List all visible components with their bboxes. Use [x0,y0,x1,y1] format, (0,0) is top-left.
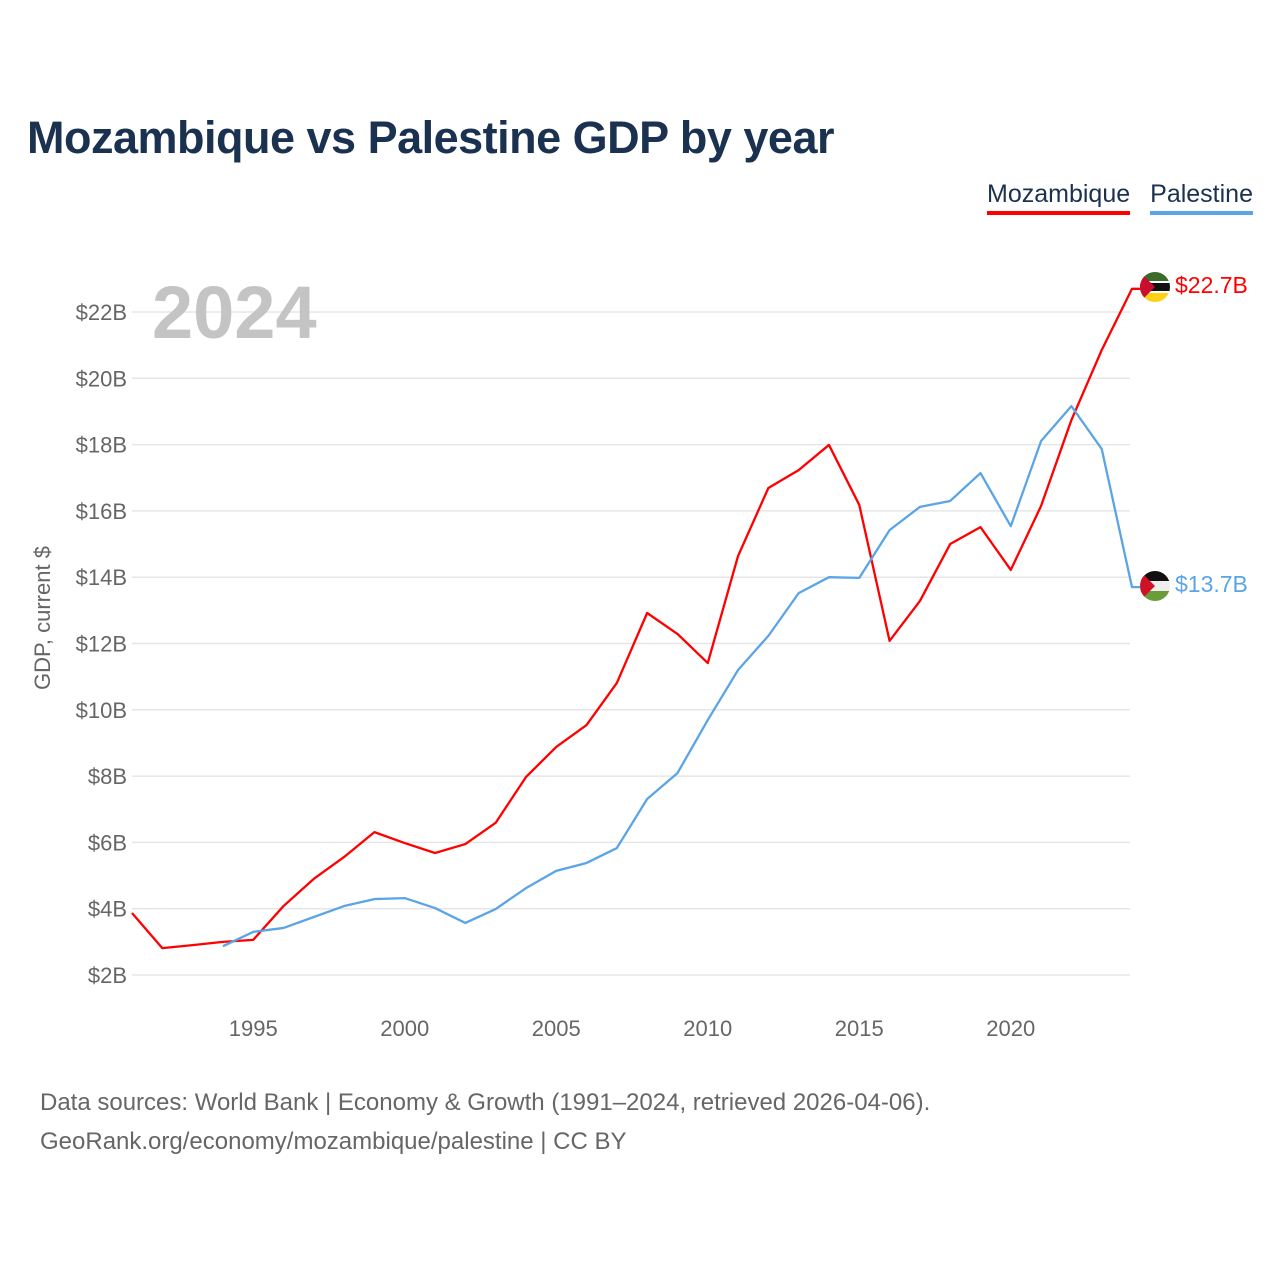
footer: Data sources: World Bank | Economy & Gro… [40,1083,930,1161]
y-tick-label: $18B [76,433,127,458]
end-label-palestine: $13.7B [1175,571,1248,597]
y-tick-label: $6B [88,830,127,855]
legend-mozambique[interactable]: Mozambique [987,180,1131,215]
y-tick-label: $2B [88,963,127,988]
x-tick-label: 1995 [229,1016,278,1041]
series-line-mozambique [131,287,1140,950]
legend-palestine[interactable]: Palestine [1150,180,1253,215]
y-axis-label: GDP, current $ [30,546,55,690]
x-tick-label: 2010 [683,1016,732,1041]
legend: Mozambique Palestine [987,180,1253,215]
x-tick-label: 2005 [532,1016,581,1041]
data-sources: Data sources: World Bank | Economy & Gro… [40,1089,931,1116]
x-tick-label: 2020 [986,1016,1035,1041]
series-line-palestine [222,404,1140,948]
flag-palestine-icon [1140,571,1170,601]
end-label-mozambique: $22.7B [1175,272,1248,298]
y-tick-label: $4B [88,897,127,922]
y-tick-label: $12B [76,632,127,657]
x-tick-label: 2000 [380,1016,429,1041]
year-watermark: 2024 [152,271,317,354]
y-tick-label: $10B [76,698,127,723]
y-tick-label: $14B [76,565,127,590]
chart-title: Mozambique vs Palestine GDP by year [27,112,834,163]
x-tick-label: 2015 [835,1016,884,1041]
y-tick-label: $16B [76,499,127,524]
y-tick-label: $20B [76,366,127,391]
flag-mozambique-icon [1140,272,1170,302]
y-tick-label: $8B [88,764,127,789]
source-link[interactable]: GeoRank.org/economy/mozambique/palestine… [40,1128,627,1155]
y-tick-label: $22B [76,300,127,325]
